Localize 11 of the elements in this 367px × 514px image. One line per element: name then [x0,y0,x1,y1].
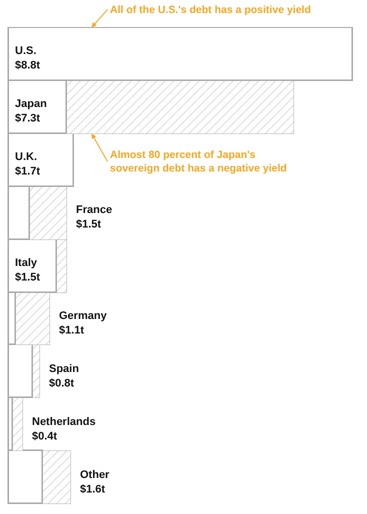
y-tick-label: Japan $7.3t [15,98,48,124]
y-tick-label: U.K. $1.7t [15,151,40,178]
text: All of the U.S.'s debt has a positive yield [110,4,311,16]
y-tick-label: Spain $0.8t [49,363,80,390]
y-tick-label: France $1.5t [76,204,112,230]
y-tick-label: Other $1.6t [80,469,110,496]
y-tick-label: Germany $1.1t [59,310,108,336]
y-tick-label: Netherlands $0.4t [32,416,96,442]
y-tick-label: Italy $1.5t [15,257,40,284]
y-tick-label: U.S. $8.8t [15,45,40,72]
annotation: Almost 80 percent of Japan's sovereign debt has a negative yield [110,149,287,175]
